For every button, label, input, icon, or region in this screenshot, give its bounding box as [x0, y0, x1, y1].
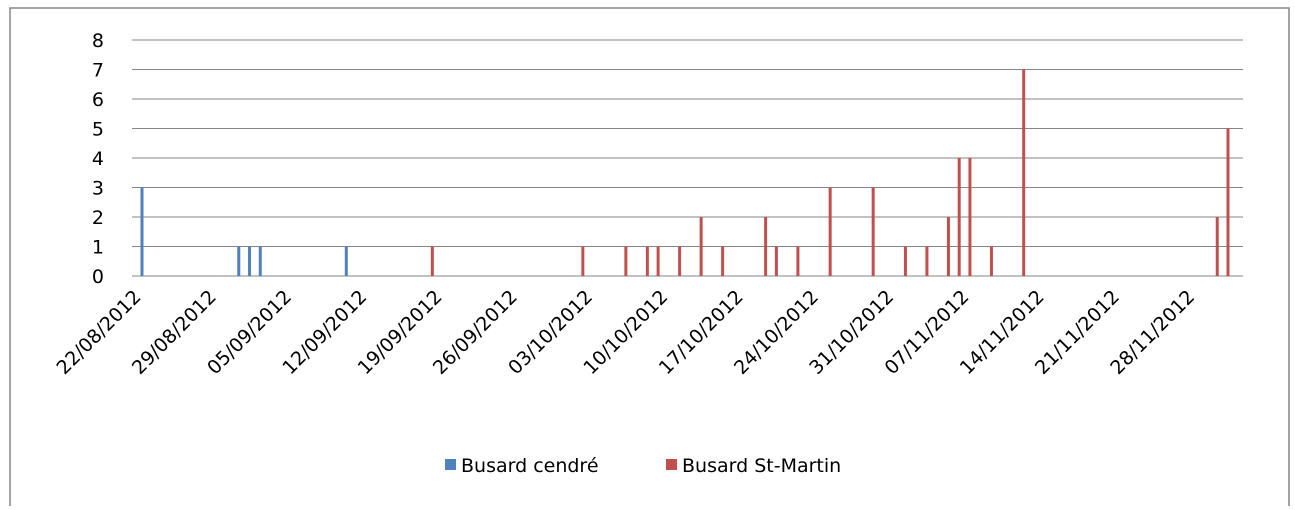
bar [624, 246, 628, 276]
bar [871, 187, 875, 276]
y-tick-label: 7 [92, 60, 104, 82]
legend-swatch [445, 459, 456, 470]
bar [258, 246, 262, 276]
y-tick-label: 5 [92, 119, 104, 141]
bar [925, 246, 929, 276]
chart-frame [9, 7, 1290, 510]
y-tick-label: 6 [92, 89, 104, 111]
bar [656, 246, 660, 276]
y-tick-label: 8 [92, 30, 104, 52]
bar [678, 246, 682, 276]
bar [237, 246, 241, 276]
legend-swatch [666, 459, 677, 470]
bar [968, 158, 972, 276]
bar [645, 246, 649, 276]
bar [721, 246, 725, 276]
bar [946, 217, 950, 276]
bar [344, 246, 348, 276]
bar [699, 217, 703, 276]
bar [581, 246, 585, 276]
y-tick-label: 4 [92, 148, 104, 170]
y-tick-label: 0 [92, 266, 104, 288]
bar [248, 246, 252, 276]
legend-label: Busard St-Martin [682, 455, 841, 477]
bar [903, 246, 907, 276]
bar [957, 158, 961, 276]
y-tick-label: 3 [92, 178, 104, 200]
bar [764, 217, 768, 276]
legend-label: Busard cendré [461, 455, 599, 477]
bar [1215, 217, 1219, 276]
bar [989, 246, 993, 276]
bar [828, 187, 832, 276]
bar [796, 246, 800, 276]
bar [430, 246, 434, 276]
bar [1022, 69, 1026, 276]
bar [140, 187, 144, 276]
y-tick-label: 1 [92, 237, 104, 259]
bar [774, 246, 778, 276]
y-tick-label: 2 [92, 207, 104, 229]
bar [1226, 128, 1230, 276]
